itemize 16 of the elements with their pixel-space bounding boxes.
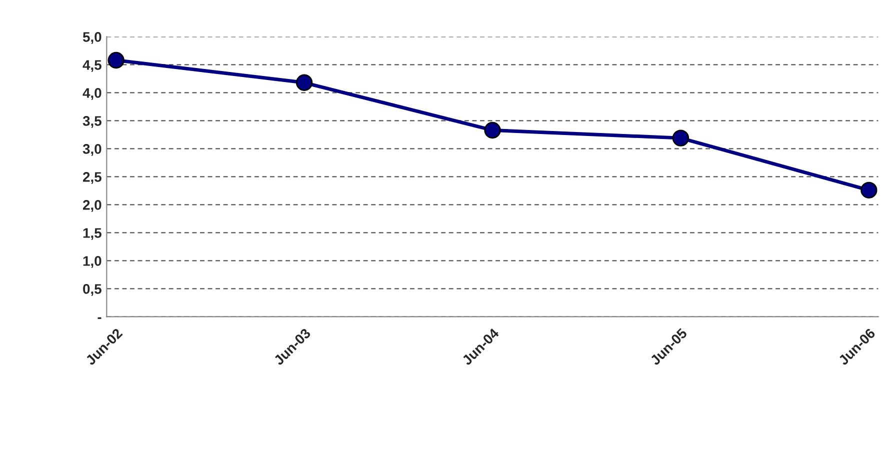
y-tick-label: 5,0: [82, 32, 102, 44]
y-tick-label: 3,5: [82, 116, 102, 128]
point: [296, 74, 313, 91]
y-tick-label: 2,0: [82, 200, 102, 212]
point: [108, 52, 124, 69]
y-tick-label: -: [98, 317, 102, 319]
y-tick-label: 4,5: [82, 60, 102, 72]
y-tick-label: 1,0: [83, 256, 102, 268]
point: [484, 122, 501, 139]
y-tick-label: 0,5: [83, 284, 102, 296]
point: [860, 182, 878, 198]
y-tick-label: 3,0: [82, 144, 102, 156]
point: [672, 130, 690, 146]
y-tick-label: 2,5: [82, 172, 102, 184]
y-tick-label: 1,5: [83, 228, 102, 240]
y-tick-label: 4,0: [82, 88, 102, 100]
